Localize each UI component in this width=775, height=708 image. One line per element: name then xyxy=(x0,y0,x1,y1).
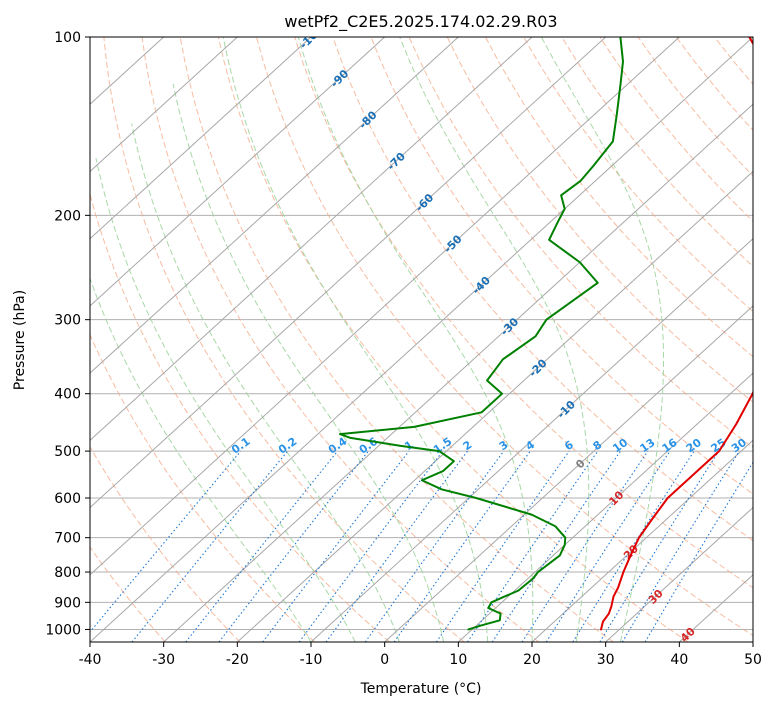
x-axis: -40 -30 -20 -10 0 10 20 30 40 50 xyxy=(79,642,762,668)
y-tick-label: 200 xyxy=(54,208,81,224)
dry-adiabat-360 xyxy=(408,37,753,449)
isotherm--20 xyxy=(236,170,753,642)
dry-adiabat-250 xyxy=(90,445,241,642)
mixing-ratio-line-1 xyxy=(131,450,289,642)
mixing-ratio-line-6 xyxy=(325,450,468,642)
x-tick-label: -30 xyxy=(152,652,175,668)
y-axis: 100 200 300 400 500 600 700 800 900 1000 xyxy=(45,30,90,638)
temperature-profile-line xyxy=(600,37,753,631)
dewpoint-profile-line xyxy=(338,37,624,631)
dry-adiabat-270 xyxy=(90,192,390,642)
dry-adiabats xyxy=(90,37,753,642)
moist-adiabat-2 xyxy=(131,123,400,642)
x-tick-label: 50 xyxy=(744,652,762,668)
mixing-ratio-line-8 xyxy=(393,450,531,642)
dry-adiabat-380 xyxy=(484,37,753,358)
mixing-ratio-line-11 xyxy=(491,450,621,642)
y-tick-label: 700 xyxy=(54,531,81,547)
mixing-ratio-line-7 xyxy=(364,450,505,642)
moist-adiabat--10 xyxy=(90,277,312,642)
isotherm-30 xyxy=(605,506,753,642)
y-tick-label: 100 xyxy=(54,30,81,46)
isotherm--60 xyxy=(90,37,607,509)
y-tick-label: 500 xyxy=(54,444,81,460)
y-tick-label: 600 xyxy=(54,491,81,507)
moist-adiabats xyxy=(90,37,665,642)
x-tick-label: 10 xyxy=(449,652,467,668)
y-tick-label: 800 xyxy=(54,565,81,581)
dry-adiabat-310 xyxy=(217,37,689,642)
dry-adiabat-290 xyxy=(141,37,540,642)
isotherm-20 xyxy=(531,439,753,642)
x-tick-label: -40 xyxy=(79,652,102,668)
x-tick-label: 0 xyxy=(380,652,389,668)
y-tick-label: 400 xyxy=(54,387,81,403)
dry-adiabat-350 xyxy=(370,37,753,495)
x-tick-label: -10 xyxy=(300,652,323,668)
y-tick-label: 900 xyxy=(54,595,81,611)
dry-adiabat-260 xyxy=(90,333,316,642)
isotherm--70 xyxy=(90,37,533,442)
mixing-ratio-line-2 xyxy=(185,450,338,642)
dry-adiabat-240 xyxy=(90,546,166,642)
isotherm--110 xyxy=(90,37,238,173)
plot-frame xyxy=(89,36,754,643)
moist-adiabat-32 xyxy=(540,37,665,642)
mixing-ratio-label: 36 xyxy=(750,436,770,456)
isotherm--80 xyxy=(90,37,459,374)
isotherm--40 xyxy=(90,37,753,642)
y-axis-label: Pressure (hPa) xyxy=(12,290,28,390)
dry-adiabat-370 xyxy=(446,37,753,403)
grid-layer xyxy=(90,37,753,630)
isotherm--30 xyxy=(163,103,753,642)
isotherm--10 xyxy=(310,237,753,642)
dry-adiabat-280 xyxy=(103,37,465,642)
moist-adiabat-26 xyxy=(399,37,590,642)
isotherm--50 xyxy=(90,37,680,576)
isotherms xyxy=(90,37,753,642)
isotherm-50 xyxy=(752,641,753,642)
x-axis-label: Temperature (°C) xyxy=(360,681,482,697)
moist-adiabat-20 xyxy=(297,37,534,642)
mixing-ratio-line-5 xyxy=(298,450,444,642)
mixing-ratio-line-0 xyxy=(90,450,242,633)
moist-adiabat--4 xyxy=(95,157,356,642)
mixing-ratio-line-16 xyxy=(621,450,740,642)
mixing-ratio-line-9 xyxy=(435,450,570,642)
mixing-ratio-lines xyxy=(90,450,753,642)
y-tick-label: 300 xyxy=(54,313,81,329)
isotherm--100 xyxy=(90,37,312,240)
mixing-ratio-line-10 xyxy=(467,450,599,642)
isotherm-10 xyxy=(457,372,753,642)
mixing-ratio-line-14 xyxy=(572,450,695,642)
isotherm--90 xyxy=(90,37,386,307)
y-tick-label: 1000 xyxy=(45,622,81,638)
x-tick-label: 30 xyxy=(597,652,615,668)
x-tick-label: -20 xyxy=(226,652,249,668)
mixing-ratio-line-13 xyxy=(545,450,671,642)
dry-adiabat-450 xyxy=(752,37,753,39)
moist-adiabat-8 xyxy=(172,83,445,642)
dry-adiabat-320 xyxy=(255,37,753,637)
x-tick-label: 40 xyxy=(670,652,688,668)
profile-series xyxy=(338,37,753,631)
mixing-ratio-line-12 xyxy=(521,450,649,642)
chart-title: wetPf2_C2E5.2025.174.02.29.R03 xyxy=(284,12,557,32)
mixing-ratio-line-4 xyxy=(262,450,410,642)
x-tick-label: 20 xyxy=(523,652,541,668)
isotherm-0 xyxy=(384,305,753,642)
